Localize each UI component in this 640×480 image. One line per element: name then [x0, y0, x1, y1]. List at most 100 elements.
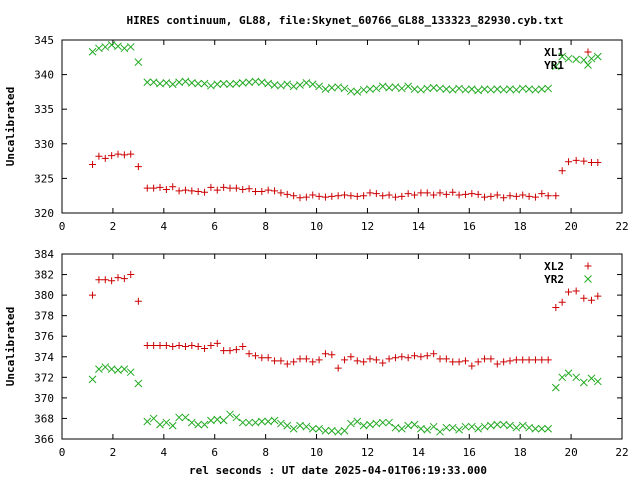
- data-point-xl2: [398, 353, 406, 361]
- data-point-yr1: [194, 79, 203, 88]
- data-point-yr2: [518, 421, 527, 430]
- data-point-yr1: [315, 82, 323, 91]
- data-point-xl1: [372, 190, 380, 198]
- data-point-xl1: [442, 190, 450, 198]
- data-point-xl1: [594, 158, 602, 166]
- data-point-xl1: [315, 192, 323, 200]
- data-point-xl2: [552, 303, 560, 311]
- data-point-yr2: [187, 418, 196, 427]
- data-point-xl2: [474, 358, 482, 366]
- data-point-xl1: [239, 185, 247, 193]
- data-point-xl2: [461, 357, 469, 365]
- data-point-yr2: [101, 363, 110, 371]
- data-point-xl1: [531, 193, 539, 201]
- data-point-xl1: [404, 190, 412, 198]
- x-tick-label: 14: [412, 446, 426, 459]
- data-point-yr1: [493, 85, 502, 93]
- data-point-yr1: [277, 81, 285, 90]
- data-point-xl2: [594, 292, 602, 300]
- data-point-xl1: [481, 193, 489, 201]
- data-point-xl1: [232, 184, 240, 192]
- data-point-xl2: [277, 357, 285, 365]
- data-point-yr2: [587, 374, 596, 383]
- data-point-xl1: [334, 192, 342, 200]
- data-point-yr2: [162, 418, 171, 427]
- x-tick-label: 20: [564, 446, 577, 459]
- data-point-yr1: [321, 85, 330, 93]
- data-point-yr2: [226, 410, 234, 419]
- data-point-yr1: [200, 79, 209, 88]
- data-point-xl2: [181, 343, 189, 350]
- legend-marker-yr2: [584, 275, 592, 283]
- data-point-xl2: [436, 355, 444, 363]
- data-point-xl2: [201, 345, 209, 353]
- data-point-yr2: [134, 379, 143, 388]
- data-point-xl1: [391, 193, 399, 201]
- data-point-yr1: [518, 84, 527, 93]
- data-point-xl1: [328, 192, 336, 200]
- data-point-xl1: [220, 183, 228, 191]
- data-point-xl2: [525, 356, 533, 364]
- data-point-xl2: [455, 358, 463, 366]
- data-point-xl1: [474, 190, 482, 198]
- data-point-yr2: [194, 420, 203, 429]
- x-tick-label: 10: [310, 446, 323, 459]
- data-point-yr2: [251, 418, 260, 427]
- data-point-xl1: [572, 156, 580, 164]
- data-point-yr1: [474, 86, 483, 95]
- data-point-yr1: [467, 85, 476, 93]
- data-point-yr2: [143, 417, 152, 426]
- data-point-yr2: [321, 426, 330, 435]
- data-point-xl2: [188, 341, 196, 349]
- data-point-yr2: [175, 413, 183, 422]
- data-point-xl2: [271, 357, 279, 365]
- data-point-xl1: [89, 161, 97, 169]
- data-point-xl1: [321, 193, 329, 201]
- data-point-xl2: [468, 362, 476, 370]
- y-tick-label: 378: [34, 310, 54, 323]
- data-point-yr1: [181, 77, 190, 86]
- data-point-yr2: [289, 424, 298, 433]
- data-point-yr2: [429, 422, 438, 431]
- data-point-yr1: [334, 83, 343, 91]
- data-point-xl2: [283, 360, 291, 368]
- x-tick-label: 16: [463, 220, 476, 233]
- data-point-yr1: [397, 84, 406, 93]
- data-point-yr2: [410, 420, 419, 429]
- y-axis-label: Uncalibrated: [4, 307, 17, 386]
- data-point-xl2: [239, 343, 247, 350]
- data-point-xl1: [436, 189, 444, 197]
- data-point-yr1: [404, 82, 413, 91]
- data-point-yr2: [512, 423, 521, 432]
- data-point-yr2: [213, 415, 222, 424]
- data-point-xl2: [143, 341, 151, 349]
- data-point-yr1: [126, 43, 135, 51]
- bottom-panel: 0 2 4 6 8 10 12 14 16 18 20 22 366 368 370 372 374 376 378…: [4, 248, 629, 459]
- data-point-xl1: [156, 183, 164, 191]
- data-point-yr1: [429, 83, 438, 92]
- data-point-yr2: [95, 365, 103, 373]
- x-tick-label: 8: [262, 446, 269, 459]
- x-tick-label: 20: [564, 220, 577, 233]
- data-point-xl2: [162, 341, 170, 349]
- y-tick-label: 325: [34, 172, 54, 185]
- data-point-yr1: [88, 47, 97, 56]
- data-point-yr1: [531, 85, 540, 94]
- data-point-yr1: [264, 79, 273, 88]
- data-point-yr1: [245, 78, 253, 87]
- data-point-xl2: [449, 358, 457, 366]
- data-point-xl1: [134, 163, 142, 171]
- y-tick-label: 330: [34, 138, 54, 151]
- data-point-yr2: [480, 422, 489, 431]
- data-point-yr2: [245, 418, 253, 427]
- data-point-xl2: [587, 296, 595, 304]
- data-point-yr2: [347, 419, 355, 428]
- y-tick-label: 380: [34, 289, 54, 302]
- x-tick-label: 22: [615, 446, 628, 459]
- data-point-xl1: [108, 152, 116, 160]
- data-point-xl1: [423, 189, 431, 197]
- data-point-xl2: [487, 355, 495, 363]
- data-point-yr2: [378, 418, 387, 427]
- data-point-yr1: [391, 83, 400, 91]
